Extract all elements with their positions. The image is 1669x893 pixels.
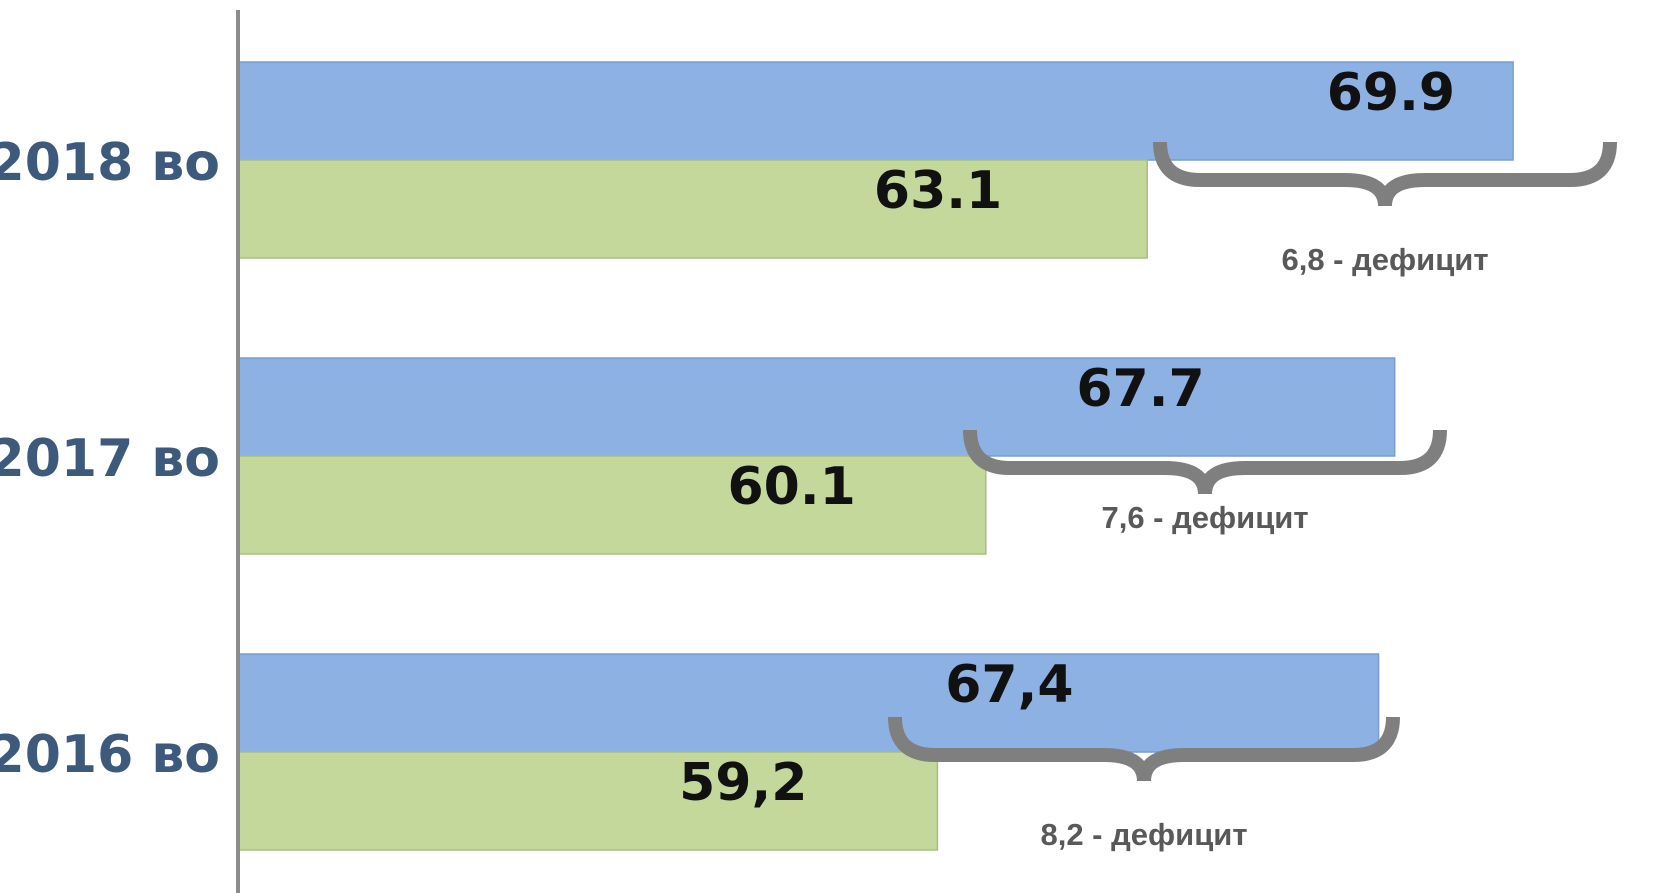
bar-value-label: 67,4 bbox=[945, 655, 1073, 715]
curly-brace bbox=[963, 429, 1447, 495]
bar-green bbox=[237, 455, 987, 555]
bar-value-label: 59,2 bbox=[679, 753, 807, 813]
curly-brace bbox=[1153, 141, 1617, 207]
braces-layer: 6,8 - дефицит 7,6 - дефицит 8,2 - дефицит bbox=[888, 141, 1617, 852]
bar-value-label: 63.1 bbox=[874, 161, 1002, 221]
deficit-annotation: 6,8 - дефицит bbox=[1281, 242, 1488, 277]
bar-value-label: 69.9 bbox=[1327, 63, 1455, 123]
bars-layer bbox=[237, 61, 1514, 851]
labels-layer: 2018 во 69.9 63.1 2017 во 67.7 60.1 2016 во 67,… bbox=[0, 63, 1455, 813]
bar-value-label: 67.7 bbox=[1076, 359, 1204, 419]
curly-brace bbox=[888, 716, 1400, 782]
deficit-annotation: 7,6 - дефицит bbox=[1101, 500, 1308, 535]
category-label: 2016 во bbox=[0, 725, 220, 785]
bar-green bbox=[237, 751, 939, 851]
category-label: 2017 во bbox=[0, 429, 220, 489]
bar-green bbox=[237, 159, 1148, 259]
category-label: 2018 во bbox=[0, 133, 220, 193]
bar-value-label: 60.1 bbox=[728, 457, 856, 517]
bar-blue bbox=[237, 653, 1380, 753]
bar-blue bbox=[237, 61, 1514, 161]
bar-blue bbox=[237, 357, 1396, 457]
deficit-annotation: 8,2 - дефицит bbox=[1040, 817, 1247, 852]
